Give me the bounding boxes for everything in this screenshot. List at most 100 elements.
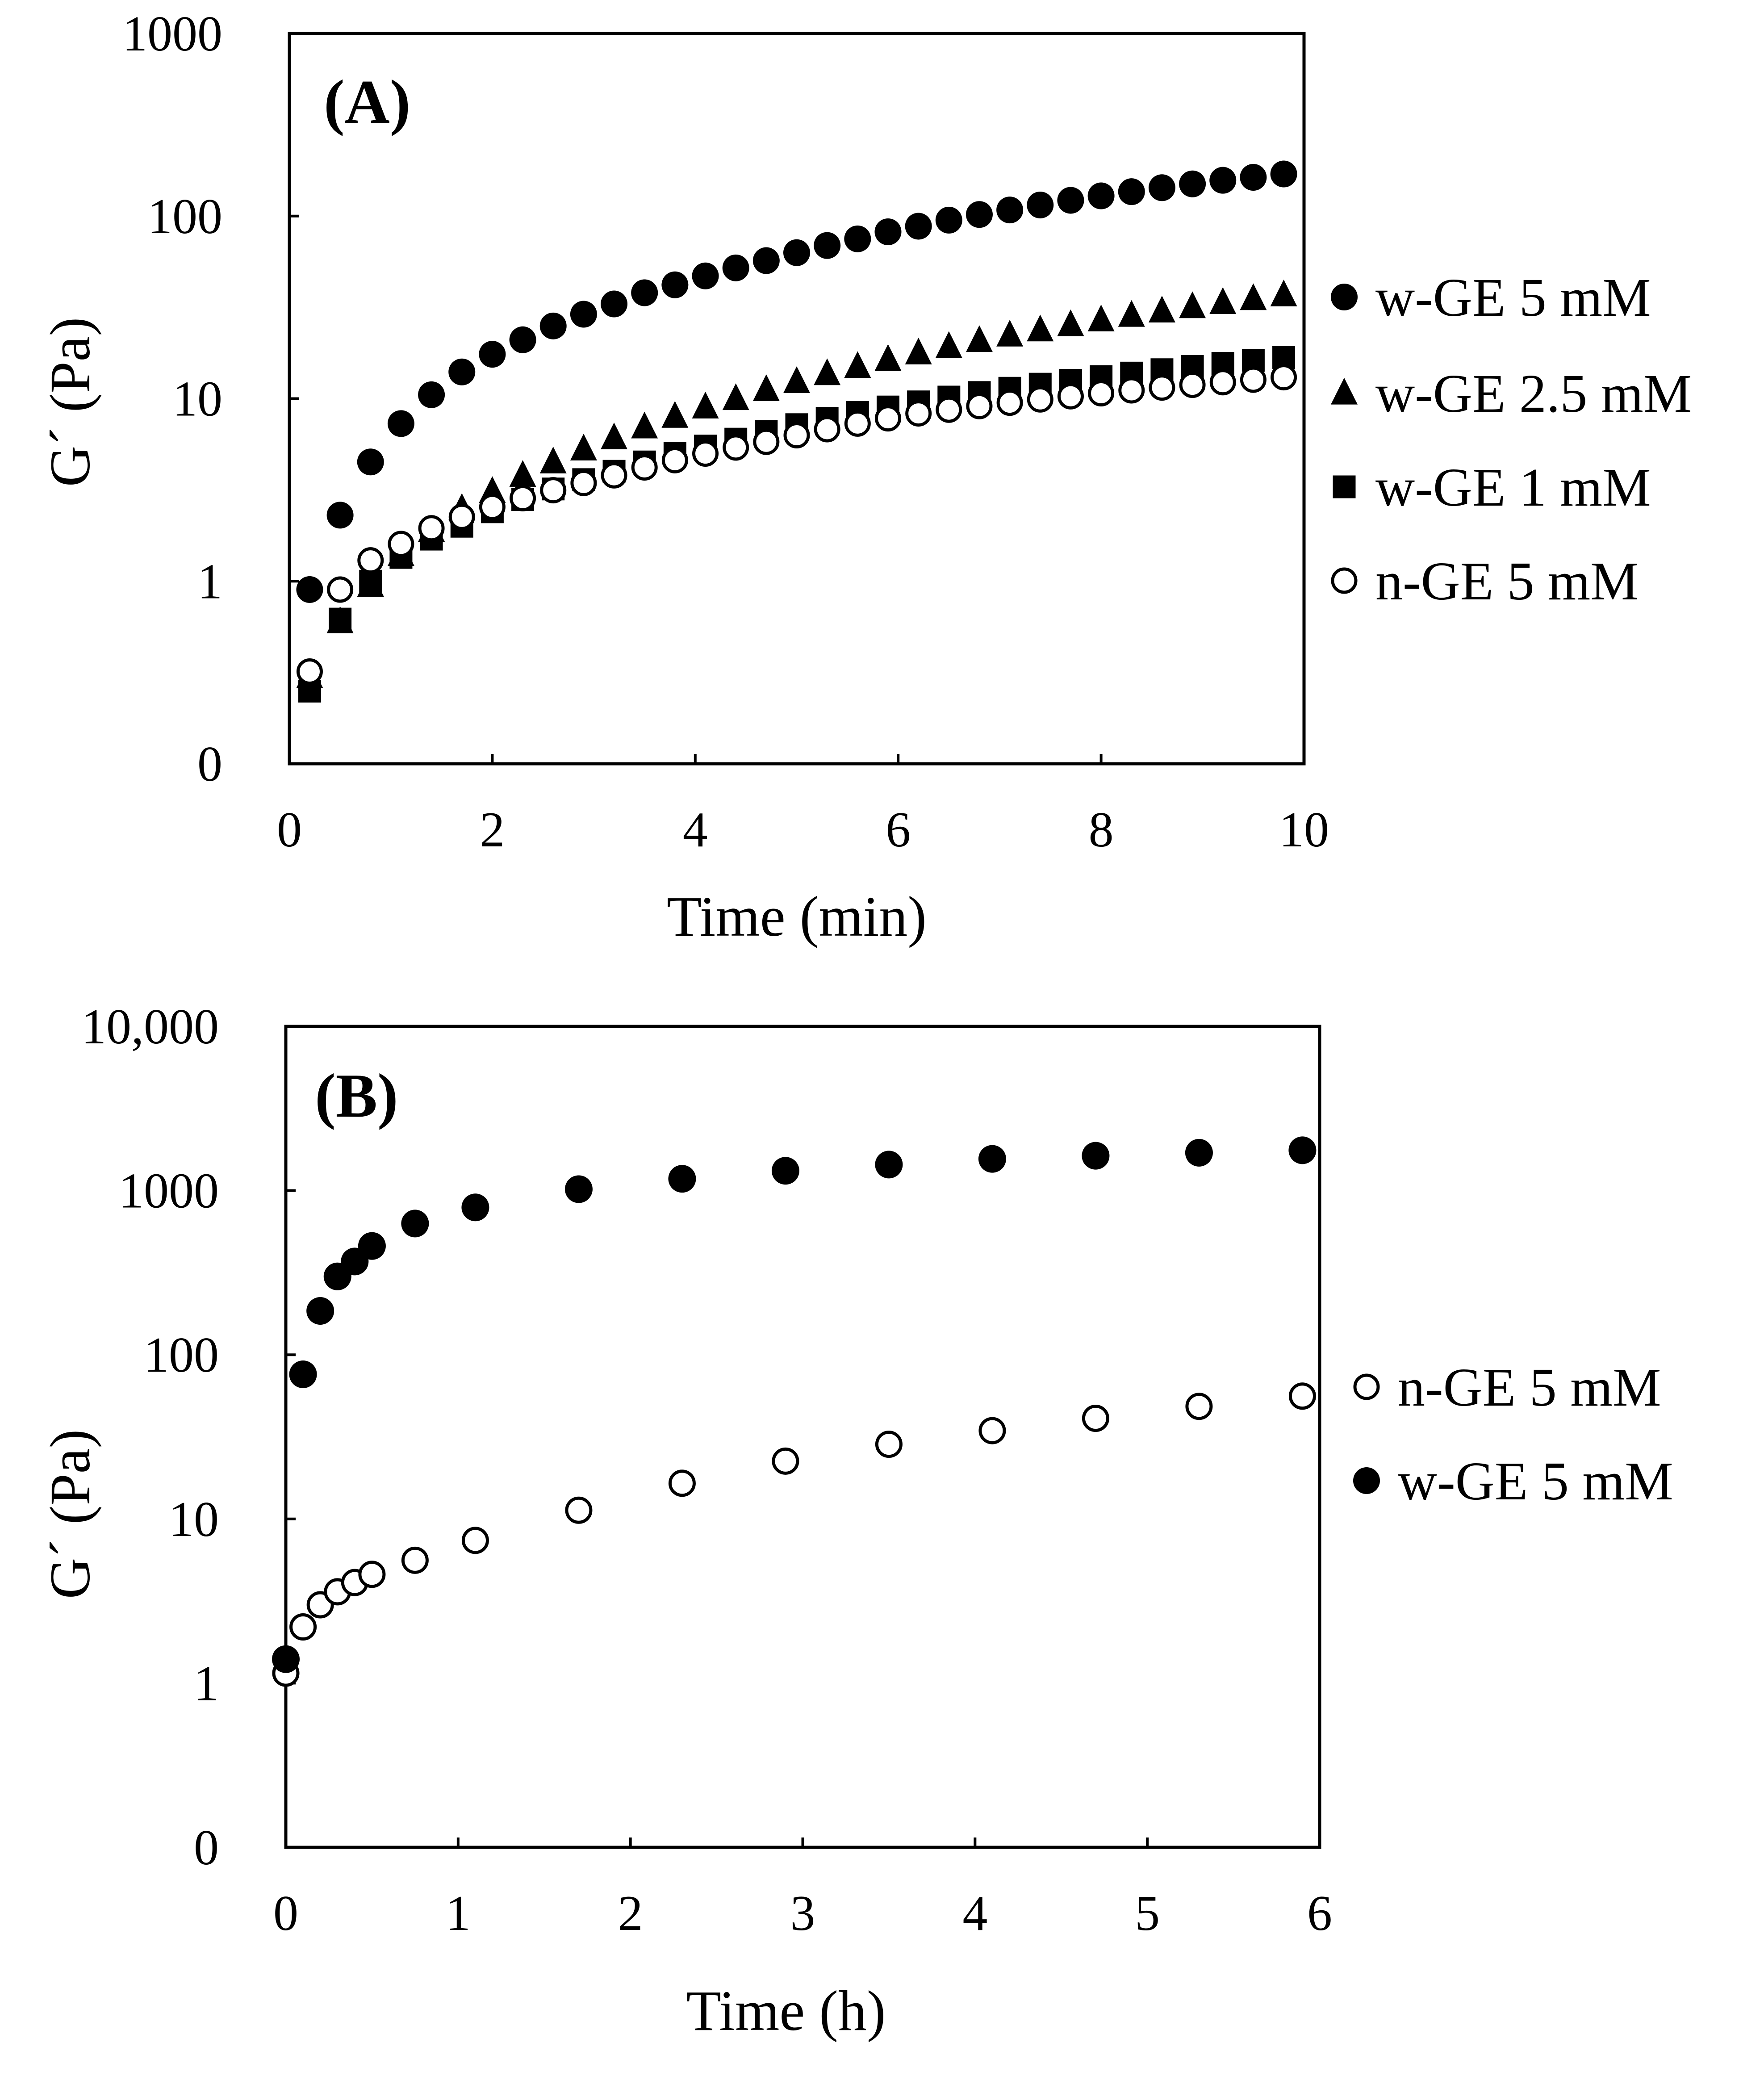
data-point bbox=[509, 460, 536, 487]
data-point bbox=[326, 502, 354, 529]
data-point bbox=[1148, 296, 1175, 322]
data-point bbox=[1088, 380, 1115, 406]
data-point bbox=[1118, 178, 1145, 205]
data-point bbox=[388, 531, 414, 557]
data-point bbox=[448, 358, 476, 385]
data-point bbox=[358, 1561, 386, 1588]
data-point bbox=[1057, 309, 1084, 336]
x-tick-label: 1 bbox=[446, 1886, 471, 1941]
data-point bbox=[1240, 283, 1267, 310]
x-tick-label: 4 bbox=[683, 802, 708, 858]
data-point bbox=[935, 206, 962, 234]
data-point bbox=[753, 428, 780, 455]
data-point bbox=[327, 576, 354, 603]
data-point bbox=[1179, 291, 1206, 318]
data-point bbox=[357, 448, 384, 476]
x-tick-label: 2 bbox=[480, 802, 505, 858]
x-tick-label: 8 bbox=[1089, 802, 1114, 858]
panel-b-x-axis-title: Time (h) bbox=[686, 1979, 886, 2043]
data-point bbox=[814, 416, 840, 443]
data-point bbox=[668, 1469, 696, 1497]
y-tick-label: 10 bbox=[172, 372, 222, 427]
legend-label: n-GE 5 mM bbox=[1375, 551, 1639, 611]
data-point bbox=[539, 312, 567, 339]
data-point bbox=[783, 366, 810, 393]
data-point bbox=[966, 393, 993, 419]
data-point bbox=[1148, 174, 1175, 201]
data-point bbox=[418, 515, 445, 542]
data-point bbox=[722, 383, 749, 410]
x-tick-label: 3 bbox=[790, 1886, 815, 1941]
data-point bbox=[1149, 374, 1175, 401]
data-point bbox=[692, 440, 719, 467]
data-point bbox=[692, 392, 719, 419]
data-point bbox=[306, 1297, 334, 1325]
data-point bbox=[631, 279, 658, 306]
data-point bbox=[996, 389, 1023, 416]
data-point bbox=[1027, 314, 1054, 342]
y-tick-label: 10 bbox=[169, 1492, 219, 1547]
data-point bbox=[418, 381, 445, 408]
y-tick-label: 1 bbox=[194, 1656, 219, 1711]
data-point bbox=[1240, 366, 1267, 393]
data-point bbox=[874, 344, 902, 371]
y-tick-label: 10,000 bbox=[81, 999, 219, 1055]
data-point bbox=[461, 1527, 489, 1554]
data-point bbox=[631, 454, 658, 481]
data-point bbox=[510, 485, 536, 511]
data-point bbox=[844, 351, 871, 378]
data-point bbox=[771, 1157, 799, 1185]
data-point bbox=[289, 1360, 317, 1389]
y-tick-label: 100 bbox=[147, 189, 222, 244]
data-point bbox=[1082, 1405, 1109, 1432]
data-point bbox=[1209, 167, 1237, 194]
data-point bbox=[1288, 1136, 1317, 1164]
panel-a-x-axis-title: Time (min) bbox=[667, 885, 927, 948]
data-point bbox=[1270, 280, 1297, 306]
data-point bbox=[1209, 287, 1237, 314]
data-point bbox=[358, 1232, 386, 1260]
data-point bbox=[905, 337, 932, 364]
data-point bbox=[661, 271, 689, 298]
data-point bbox=[874, 405, 901, 432]
x-tick-label: 0 bbox=[273, 1886, 298, 1941]
data-point bbox=[996, 197, 1024, 224]
data-point bbox=[966, 201, 993, 228]
data-point bbox=[814, 358, 841, 385]
data-point bbox=[1082, 1142, 1110, 1170]
panel-a-ticks bbox=[288, 32, 1305, 765]
data-point bbox=[448, 503, 475, 530]
data-point bbox=[601, 462, 627, 489]
legend-label: w-GE 5 mM bbox=[1398, 1451, 1673, 1511]
data-point bbox=[357, 547, 384, 574]
data-point bbox=[1057, 383, 1084, 410]
data-point bbox=[668, 1165, 696, 1193]
y-tick-label: 1000 bbox=[119, 1164, 219, 1219]
data-point bbox=[1270, 160, 1297, 188]
data-point bbox=[723, 434, 749, 461]
legend-label: w-GE 5 mM bbox=[1375, 268, 1651, 328]
data-point bbox=[570, 434, 597, 460]
data-point bbox=[479, 341, 506, 368]
legend-marker bbox=[1331, 284, 1358, 310]
data-point bbox=[905, 400, 932, 427]
y-tick-label: 1 bbox=[197, 554, 222, 609]
data-point bbox=[772, 1447, 799, 1475]
data-point bbox=[1118, 377, 1145, 404]
data-point bbox=[540, 477, 567, 504]
data-point bbox=[289, 1613, 317, 1641]
data-point bbox=[722, 254, 749, 281]
data-point bbox=[1240, 164, 1267, 191]
x-tick-label: 2 bbox=[618, 1886, 643, 1941]
y-tick-label: 100 bbox=[144, 1327, 219, 1383]
data-point bbox=[752, 374, 780, 402]
panel-b-tick-labels: 0 1 2 3 4 5 6 0 1 10 100 1000 10,000 bbox=[81, 999, 1332, 1941]
legend-label: n-GE 5 mM bbox=[1398, 1357, 1661, 1418]
data-point bbox=[1027, 191, 1054, 218]
data-point bbox=[661, 447, 688, 473]
data-point bbox=[783, 239, 810, 266]
data-point bbox=[875, 1151, 903, 1179]
legend-marker bbox=[1333, 475, 1356, 498]
